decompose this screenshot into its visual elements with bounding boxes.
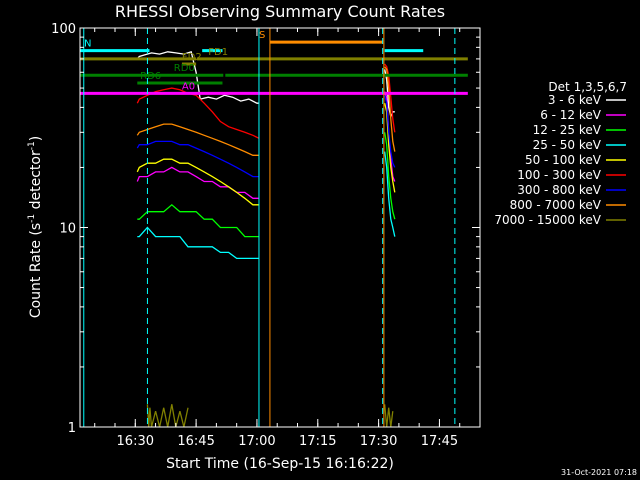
legend-title: Det 1,3,5,6,7 <box>548 80 627 94</box>
series-7000-15000-kev-0 <box>146 404 189 428</box>
legend-label-12-25-kev: 12 - 25 keV <box>533 123 602 137</box>
series-12-25-kev-1 <box>384 132 396 220</box>
series-800-7000-kev-0 <box>136 123 259 156</box>
series-6-12-kev-0 <box>136 166 259 199</box>
y-tick-label: 100 <box>51 22 76 37</box>
timestamp: 31-Oct-2021 07:18 <box>561 468 637 477</box>
series-3-6-kev-0 <box>136 50 259 104</box>
series-50-100-kev-0 <box>136 158 259 206</box>
series-300-800-kev-0 <box>136 140 259 178</box>
x-tick-label: 17:15 <box>299 434 336 449</box>
legend-label-50-100-kev: 50 - 100 keV <box>525 153 602 167</box>
flag-n-label: N <box>84 39 91 50</box>
x-tick-label: 17:30 <box>360 434 397 449</box>
flag-fd2-label: FD2 <box>182 52 202 63</box>
chart-title: RHESSI Observing Summary Count Rates <box>115 2 445 21</box>
legend-label-100-300-kev: 100 - 300 keV <box>517 168 601 182</box>
series-50-100-kev-1 <box>384 103 396 193</box>
y-axis: 1 10 100 <box>51 22 480 436</box>
series-25-50-kev-1 <box>384 151 396 237</box>
x-axis: 16:30 16:45 17:00 17:15 17:30 17:45 <box>94 28 481 449</box>
x-axis-label: Start Time (16-Sep-15 16:16:22) <box>166 456 394 472</box>
legend-label-25-50-kev: 25 - 50 keV <box>533 138 602 152</box>
plot-frame <box>79 27 481 428</box>
x-tick-label: 16:45 <box>177 434 214 449</box>
series-100-300-kev-0 <box>136 87 260 139</box>
plot-lines <box>136 50 396 428</box>
y-tick-label: 1 <box>68 421 76 436</box>
legend-label-800-7000-kev: 800 - 7000 keV <box>510 198 602 212</box>
series-100-300-kev-1 <box>384 63 396 133</box>
series-800-7000-kev-1 <box>384 66 396 152</box>
plot-vlines <box>83 28 456 427</box>
x-tick-label: 17:00 <box>238 434 275 449</box>
series-12-25-kev-0 <box>137 203 259 238</box>
flag-s-label: S <box>259 30 265 41</box>
flag-a0-label: A0 <box>182 81 195 92</box>
x-tick-label: 17:45 <box>421 434 458 449</box>
flag-rd0-label: RD0 <box>174 63 195 74</box>
legend-label-300-800-kev: 300 - 800 keV <box>517 183 601 197</box>
series-7000-15000-kev-1 <box>384 404 394 428</box>
flag-fd1-label: FD1 <box>208 47 228 58</box>
legend-label-3-6-kev: 3 - 6 keV <box>548 93 602 107</box>
legend-label-7000-15000-kev: 7000 - 15000 keV <box>494 213 601 227</box>
flag-rd6-label: RD6 <box>140 71 161 82</box>
y-tick-label: 10 <box>59 222 76 237</box>
y-axis-label: Count Rate (s-1 detector-1) <box>27 136 44 318</box>
x-tick-label: 16:30 <box>117 434 154 449</box>
series-300-800-kev-1 <box>384 95 396 168</box>
legend-label-6-12-kev: 6 - 12 keV <box>540 108 602 122</box>
series-25-50-kev-0 <box>137 226 259 260</box>
